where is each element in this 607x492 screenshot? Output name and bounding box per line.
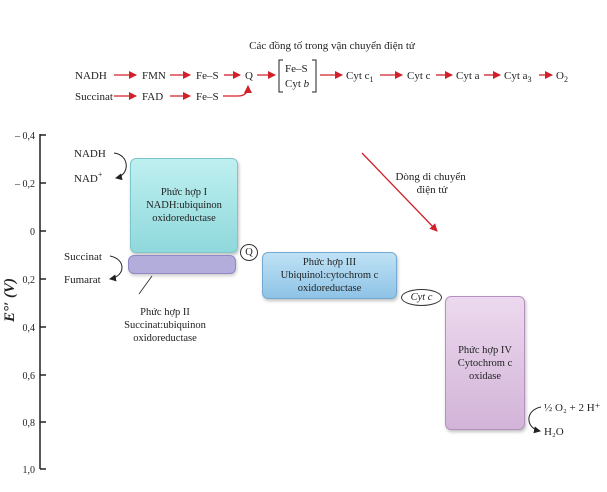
- electron-flow-arrow: [361, 152, 438, 232]
- chain-fes: Fe–S: [196, 70, 219, 82]
- chain-cyt-c: Cyt c: [407, 70, 431, 82]
- complex-2-enzyme: Succinat:ubiquinon: [124, 320, 206, 331]
- chain-q: Q: [245, 70, 253, 82]
- complex-4-enzyme: Cytochrom c: [457, 357, 513, 369]
- axis-tick-label: 1,0: [23, 465, 36, 476]
- complex4-curve-arrow: [528, 406, 542, 434]
- oxygen-label: ½ O₂ + 2 H⁺: [544, 402, 601, 414]
- complex-1-type: oxidoreductase: [152, 213, 216, 224]
- complex-2-type: oxidoreductase: [133, 333, 197, 344]
- complex-3-box: Phức hợp III Ubiquinol:cytochrom c oxido…: [262, 252, 397, 299]
- complex2-pointer: [138, 275, 153, 295]
- bracket-cytb: Cyt b: [285, 78, 310, 90]
- fumarat-label: Fumarat: [64, 274, 101, 286]
- bracket-right: [312, 59, 317, 93]
- chain-fes-2: Fe–S: [196, 91, 219, 103]
- chain-cyt-a: Cyt a: [456, 70, 480, 82]
- complex-4-name: Phức hợp IV: [458, 344, 512, 356]
- flow-label: Dòng di chuyển điện tử: [395, 171, 468, 196]
- complex1-substrates: NADH NAD+: [74, 148, 127, 185]
- complex4-substrates: ½ O₂ + 2 H⁺ H₂O: [528, 402, 601, 438]
- complex-2-box: [128, 255, 236, 274]
- complex-3-enzyme: Ubiquinol:cytochrom c: [280, 270, 379, 281]
- bracket-left: [278, 59, 283, 93]
- complex-4-type: oxidase: [468, 370, 502, 382]
- chain-cyt-c1: Cyt c1: [346, 70, 374, 84]
- bracket-fes: Fe–S: [285, 63, 308, 75]
- complex-3-type: oxidoreductase: [297, 283, 362, 294]
- axis-tick-label: 0: [30, 227, 35, 238]
- chain-succinat: Succinat: [75, 91, 113, 103]
- ubiquinone-q: Q: [240, 244, 258, 261]
- axis-tick-label: – 0,2: [14, 179, 35, 190]
- nadh-label: NADH: [74, 148, 106, 160]
- complex2-substrates: Succinat Fumarat: [64, 251, 153, 295]
- chain-row-1: NADH FMN Fe–S Q Fe–S Cyt b Cyt c1 Cyt c …: [75, 59, 568, 93]
- complex-2-label: Phức hợp II Succinat:ubiquinon oxidoredu…: [100, 306, 230, 345]
- chain-fad: FAD: [142, 91, 163, 103]
- axis-tick-label: 0,6: [23, 371, 36, 382]
- complex2-curve-arrow: [109, 255, 123, 282]
- cytochrome-c: Cyt c: [401, 289, 442, 306]
- chain-cyt-a3: Cyt a3: [504, 70, 532, 84]
- water-label: H₂O: [544, 426, 564, 438]
- chain-row-2: Succinat FAD Fe–S: [75, 85, 252, 103]
- axis-tick-label: 0,2: [23, 275, 36, 286]
- complex-2-name: Phức hợp II: [140, 307, 190, 318]
- chain-arrow-to-q: [223, 85, 252, 97]
- axis-tick-label: 0,4: [23, 323, 36, 334]
- axis-label: E°′ (V): [2, 278, 18, 323]
- complex-1-name: Phức hợp I: [160, 187, 208, 198]
- complex-4-box: Phức hợp IV Cytochrom c oxidase: [445, 296, 525, 430]
- axis-tick-label: 0,8: [23, 418, 36, 429]
- complex-1-enzyme: NADH:ubiquinon: [146, 200, 222, 211]
- complex-3-name: Phức hợp III: [302, 257, 357, 268]
- nad-plus-label: NAD+: [74, 170, 103, 185]
- complex1-curve-arrow: [113, 152, 127, 181]
- chain-o2: O2: [556, 70, 568, 84]
- axis-ticks: – 0,4 – 0,2 0 0,2 0,4 0,6 0,8 1,0: [14, 131, 46, 476]
- chain-nadh: NADH: [75, 70, 107, 82]
- complex-1-box: Phức hợp I NADH:ubiquinon oxidoreductase: [130, 158, 238, 253]
- succinat-label: Succinat: [64, 251, 102, 263]
- axis-tick-label: – 0,4: [14, 131, 35, 142]
- chain-fmn: FMN: [142, 70, 166, 82]
- chain-title: Các đồng tố trong vận chuyển điện tử: [249, 40, 416, 52]
